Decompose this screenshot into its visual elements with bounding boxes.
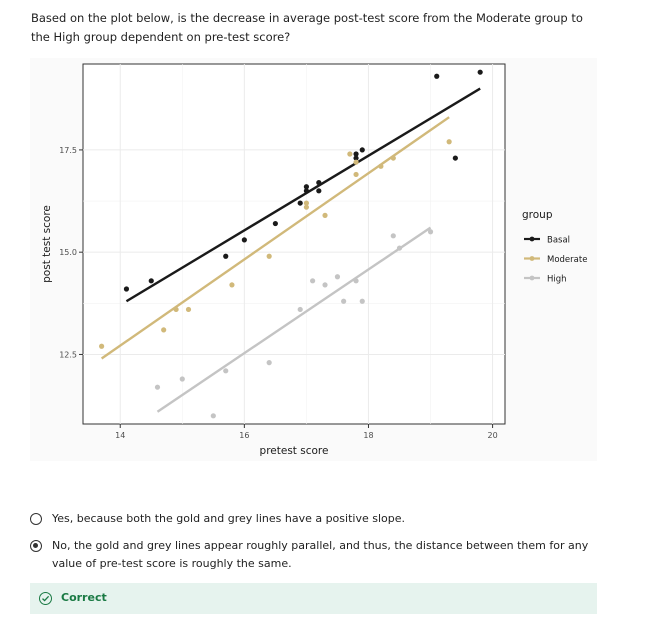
point-moderate <box>185 306 192 313</box>
point-moderate <box>173 306 179 313</box>
point-high <box>353 278 359 284</box>
point-moderate <box>353 171 359 178</box>
point-moderate <box>229 282 235 288</box>
point-basal <box>297 200 303 206</box>
point-high <box>210 413 216 419</box>
point-basal <box>359 147 365 153</box>
point-basal <box>316 188 322 194</box>
point-moderate <box>378 163 384 169</box>
y-tick-label: 15.0 <box>59 248 77 257</box>
fit-line-basal <box>125 87 481 303</box>
legend-label-basal: Basal <box>547 236 570 246</box>
legend-point-basal <box>529 236 535 242</box>
legend-label-high: High <box>547 275 567 285</box>
option-no-label: No, the gold and grey lines appear rough… <box>52 539 589 570</box>
question-text: Based on the plot below, is the decrease… <box>31 11 583 44</box>
point-high <box>390 233 396 239</box>
x-axis-label: pretest score <box>260 445 329 457</box>
point-high <box>297 306 303 313</box>
legend-point-high <box>529 275 535 281</box>
y-tick-label: 17.5 <box>59 146 77 155</box>
point-moderate <box>303 204 310 210</box>
x-tick-label: 16 <box>239 431 249 440</box>
point-high <box>154 384 161 390</box>
point-basal <box>316 180 322 186</box>
point-high <box>266 360 272 366</box>
point-basal <box>353 155 359 161</box>
point-high <box>427 229 434 235</box>
y-tick-label: 12.5 <box>59 350 77 359</box>
point-high <box>341 298 347 304</box>
check-circle-icon <box>39 592 52 605</box>
y-axis-label: post test score <box>41 205 53 283</box>
point-high <box>396 245 403 251</box>
legend-label-moderate: Moderate <box>547 255 587 265</box>
scatter-chart: 14 16 18 20 12.5 15.0 17.5 pretest score post te… <box>41 63 587 457</box>
legend-title: group <box>522 209 553 221</box>
point-high <box>223 368 229 374</box>
chart-container: 14 16 18 20 12.5 15.0 17.5 pretest score post te… <box>30 58 597 461</box>
plot-panel <box>82 63 506 425</box>
point-moderate <box>446 139 452 145</box>
point-moderate <box>99 343 105 349</box>
point-moderate <box>390 155 396 161</box>
point-basal <box>303 188 310 194</box>
x-tick-label: 20 <box>487 431 497 440</box>
point-moderate <box>303 200 310 206</box>
point-basal <box>434 73 440 79</box>
feedback-label: Correct <box>61 591 107 604</box>
point-basal <box>241 237 247 243</box>
point-basal <box>353 151 359 157</box>
point-moderate <box>353 159 359 165</box>
point-moderate <box>347 151 353 157</box>
x-tick-label: 14 <box>115 431 125 440</box>
point-basal <box>303 184 310 190</box>
option-yes-label: Yes, because both the gold and grey line… <box>52 512 405 525</box>
point-moderate <box>322 212 328 218</box>
radio-option-no[interactable] <box>30 540 42 552</box>
radio-option-yes[interactable] <box>30 513 42 525</box>
point-moderate <box>161 327 167 333</box>
point-high <box>310 278 316 284</box>
point-basal <box>123 286 130 292</box>
point-basal <box>148 278 154 284</box>
point-basal <box>272 220 278 227</box>
point-moderate <box>266 253 272 259</box>
point-high <box>334 274 341 280</box>
option-yes[interactable]: Yes, because both the gold and grey line… <box>30 510 597 530</box>
point-basal <box>223 253 229 259</box>
x-tick-label: 18 <box>363 431 373 440</box>
fit-line-high <box>156 226 432 413</box>
point-high <box>322 282 328 288</box>
point-basal <box>452 155 458 161</box>
legend-point-moderate <box>529 256 535 261</box>
point-high <box>359 298 365 304</box>
point-high <box>179 376 185 382</box>
feedback-banner: Correct <box>30 583 597 614</box>
point-basal <box>477 69 483 75</box>
option-no[interactable]: No, the gold and grey lines appear rough… <box>30 537 597 575</box>
